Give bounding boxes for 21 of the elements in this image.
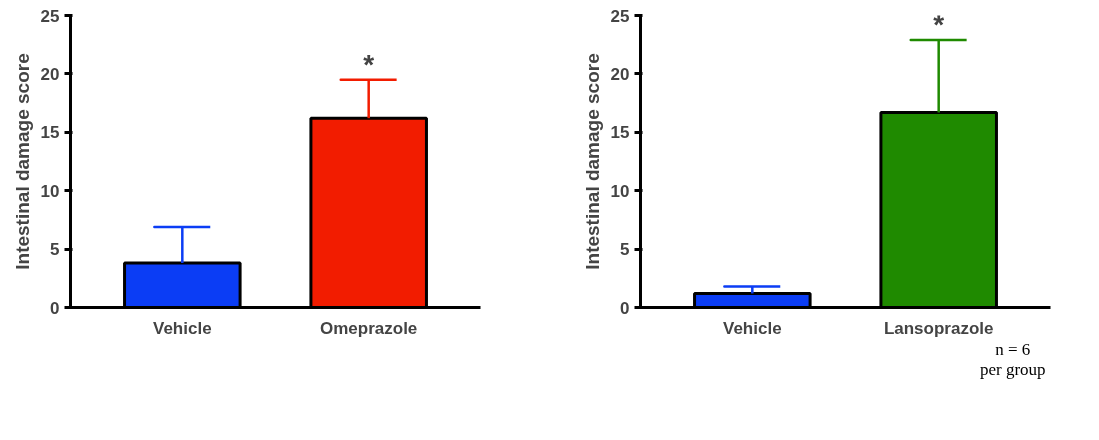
y-tick-label: 15 [40, 123, 60, 143]
y-tick-label: 0 [50, 298, 60, 318]
y-tick-label: 20 [610, 64, 630, 84]
y-tick-label: 5 [620, 240, 630, 260]
x-tick-label: Vehicle [153, 318, 212, 338]
text: n = 6 per group [980, 340, 1046, 381]
x-tick-label: Omeprazole [320, 318, 418, 338]
x-tick-label: Vehicle [723, 318, 782, 338]
y-tick-label: 10 [610, 181, 630, 201]
y-axis-title: Intestinal damage score [581, 53, 603, 270]
y-axis-title: Intestinal damage score [11, 53, 33, 270]
y-tick-label: 25 [40, 6, 60, 26]
annotation: * [933, 9, 945, 41]
y-tick-label: 15 [610, 123, 630, 143]
y-tick-label: 10 [40, 181, 60, 201]
y-tick-label: 25 [610, 6, 630, 26]
x-tick-label: Lansoprazole [883, 318, 994, 338]
y-tick-label: 20 [40, 64, 60, 84]
annotation: * [363, 48, 375, 80]
y-tick-label: 0 [620, 298, 630, 318]
y-tick-label: 5 [50, 240, 60, 260]
